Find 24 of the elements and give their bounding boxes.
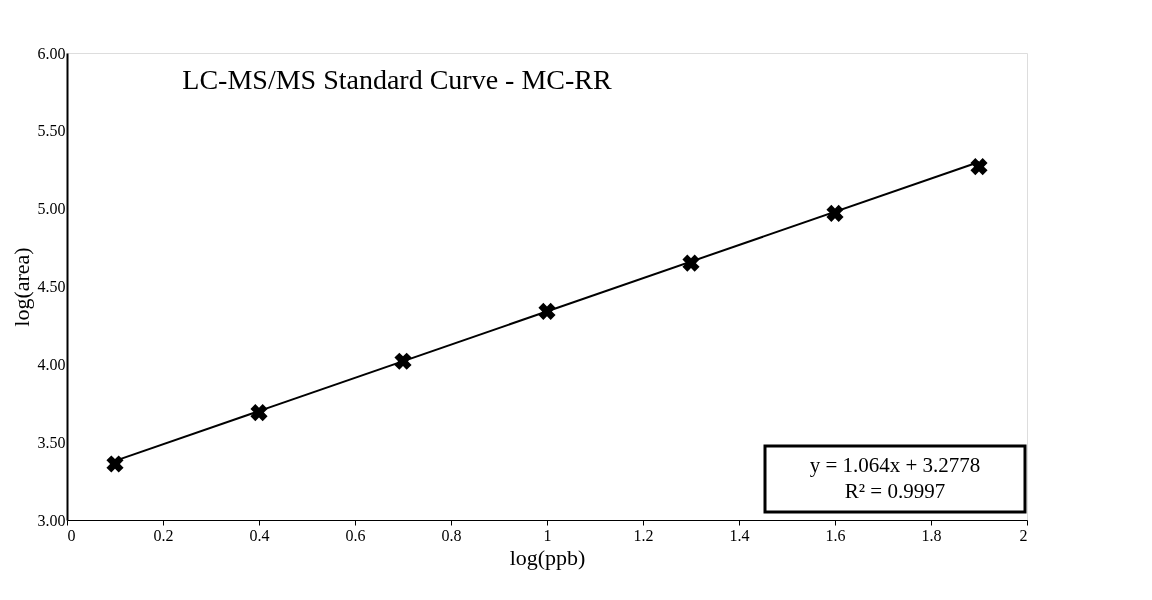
y-tick-label: 5.50: [37, 122, 66, 140]
y-tick-label: 3.00: [37, 511, 66, 529]
x-tick-label: 0.6: [345, 526, 366, 544]
y-tick-label: 5.00: [37, 200, 66, 218]
y-tick-label: 6.00: [37, 44, 66, 62]
x-tick-label: 0.8: [441, 526, 462, 544]
x-tick-label: 0: [67, 526, 76, 544]
x-tick-label: 1.8: [921, 526, 942, 544]
x-tick-label: 1.6: [825, 526, 846, 544]
y-tick-label: 4.00: [37, 355, 66, 373]
x-tick-label: 0.2: [153, 526, 174, 544]
annotation: y = 1.064x + 3.2778: [809, 453, 981, 477]
x-tick-label: 0.4: [249, 526, 270, 544]
x-tick-label: 1.4: [729, 526, 750, 544]
x-tick-label: 2: [1019, 526, 1028, 544]
chart-title: LC-MS/MS Standard Curve - MC-RR: [182, 64, 612, 95]
x-tick-label: 1.2: [633, 526, 654, 544]
point: [970, 158, 988, 176]
y-tick-label: 3.50: [37, 433, 66, 451]
annotation: R² = 0.9997: [844, 479, 946, 503]
x-tick-label: 1: [543, 526, 552, 544]
x-axis-title: log(ppb): [509, 544, 586, 570]
y-axis-title: log(area): [8, 247, 34, 327]
y-tick-label: 4.50: [37, 278, 66, 295]
